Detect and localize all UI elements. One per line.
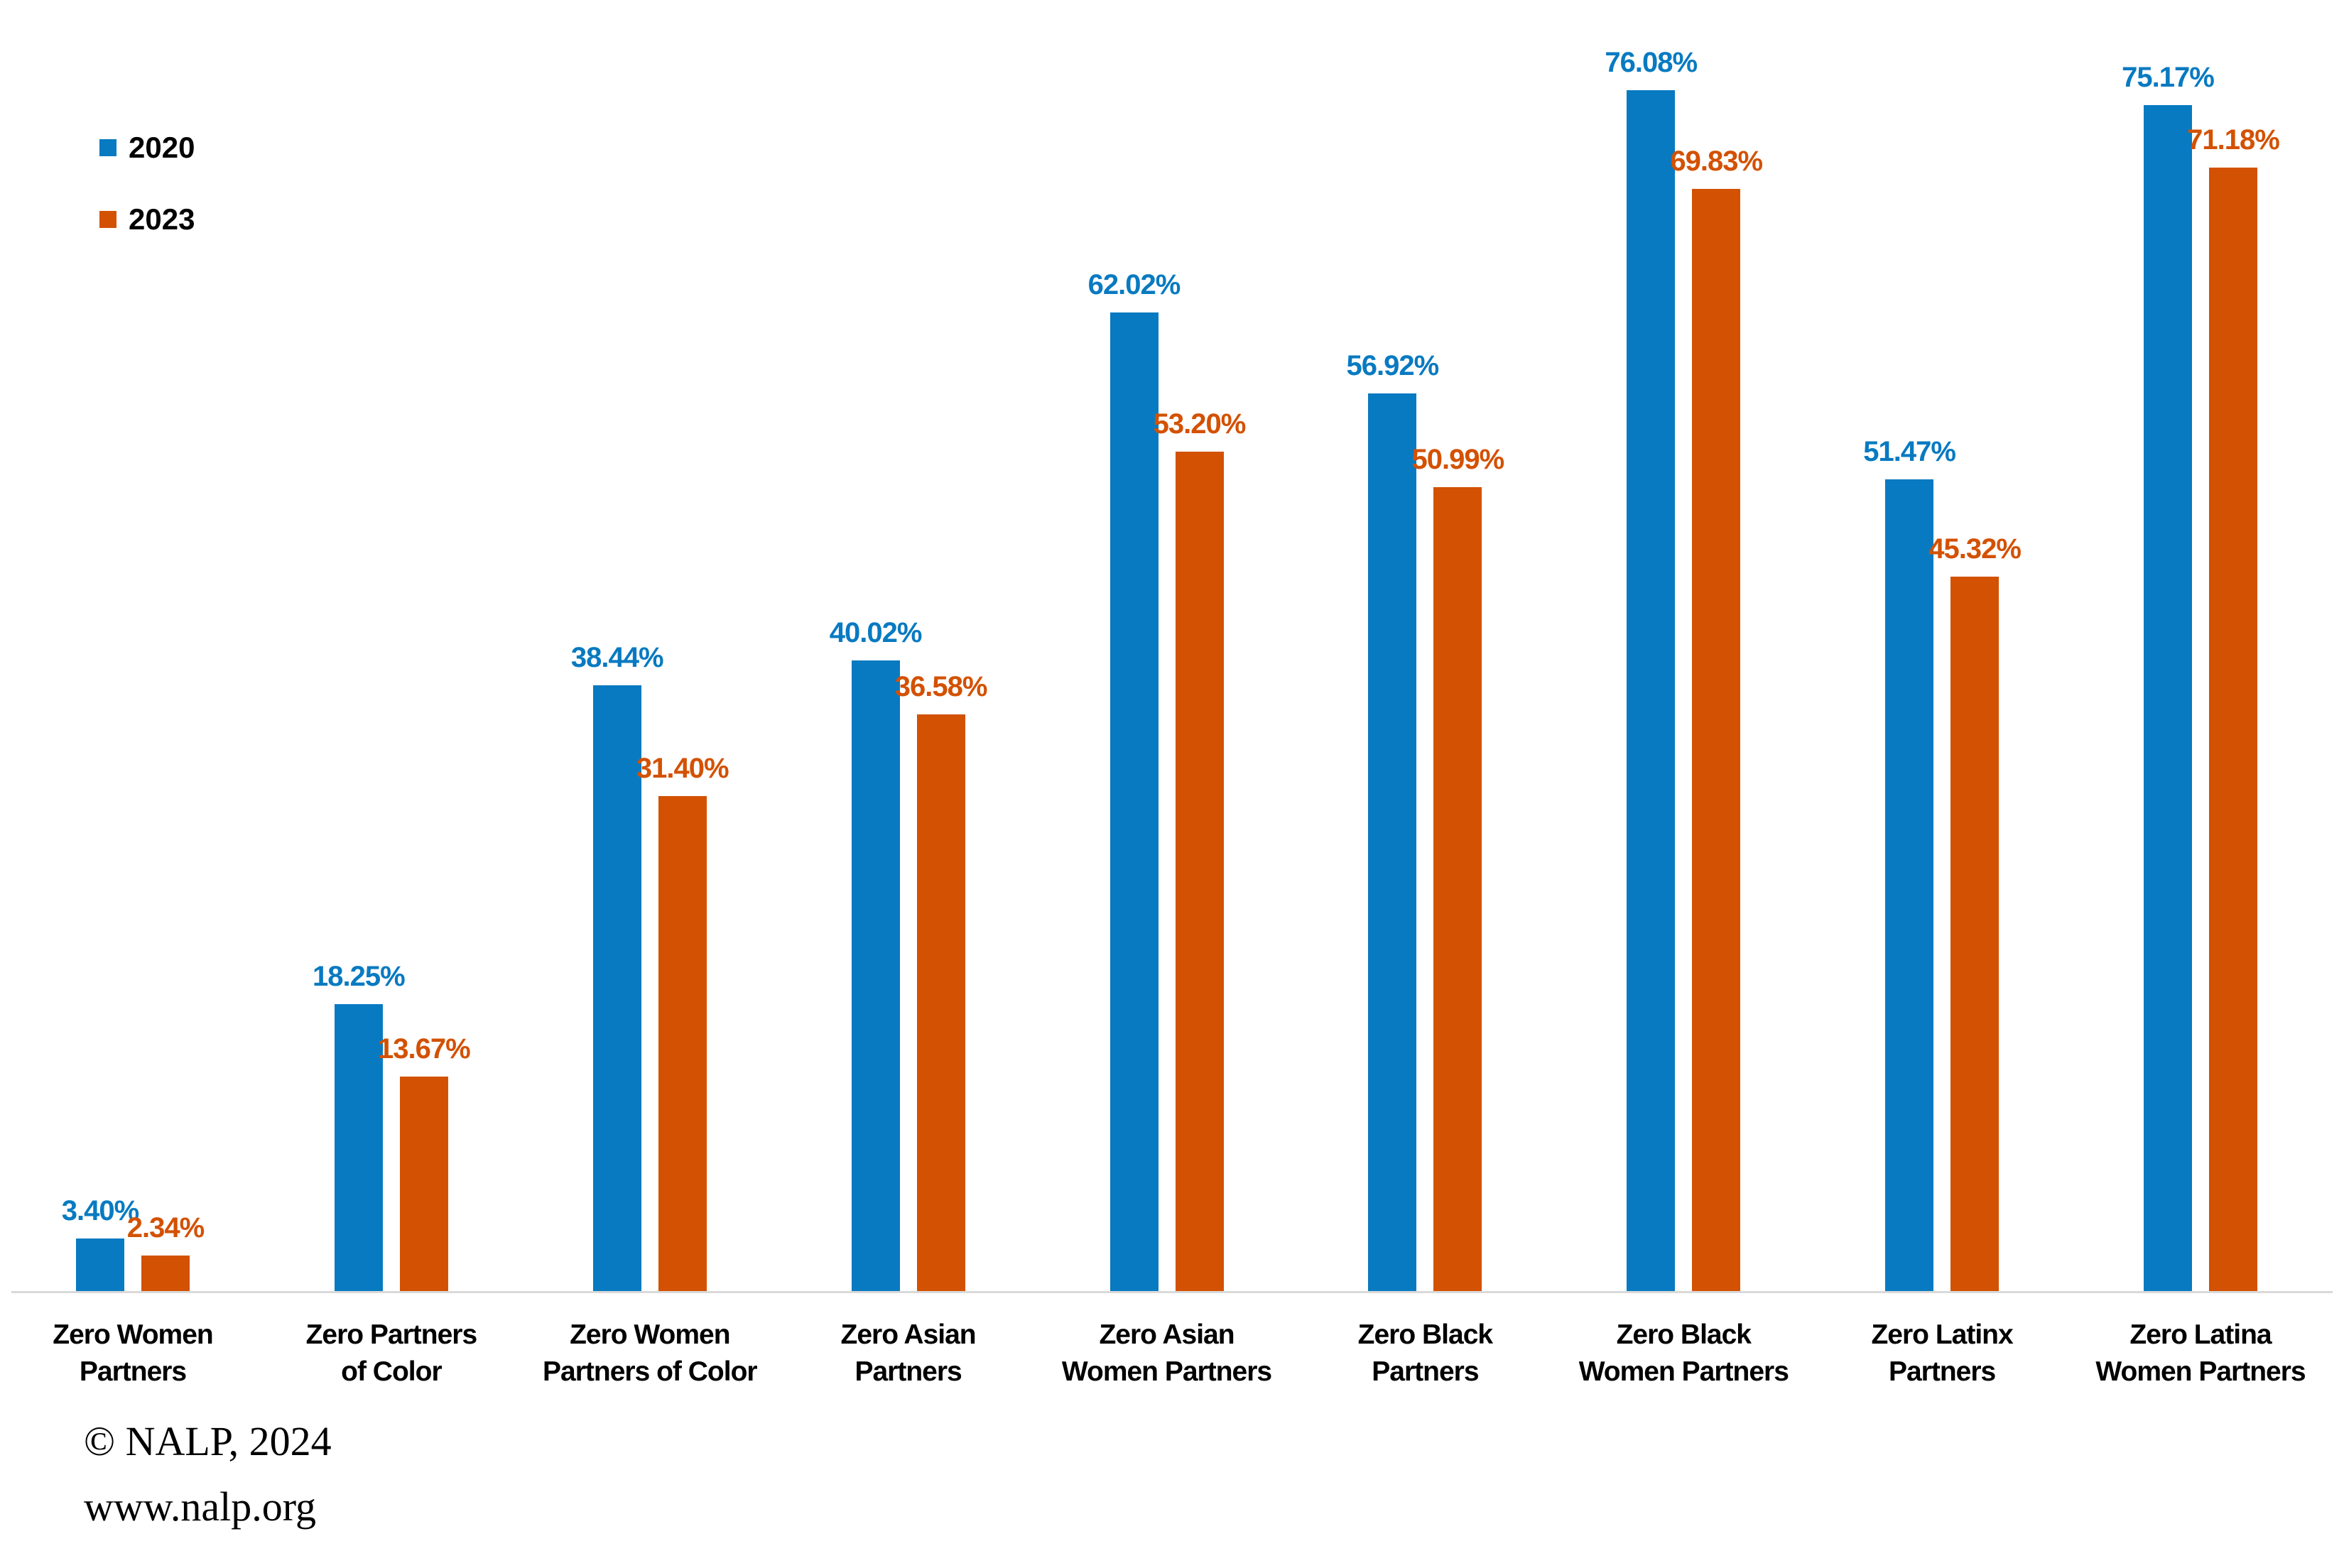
bar-2020: [334, 1003, 383, 1292]
bar-wrap-2020: 51.47%: [1863, 85, 1956, 1292]
bar-wrap-2020: 76.08%: [1605, 47, 1698, 1292]
bar-2020: [76, 1238, 124, 1292]
legend-item-2023: 2023: [99, 204, 195, 235]
bar-2023: [658, 796, 707, 1292]
value-label-2023: 45.32%: [1928, 533, 2022, 565]
value-label-2020: 40.02%: [829, 616, 923, 648]
bars-row: 3.40% 2.34% 18.25% 13.67% 38.44% 31.40% …: [62, 47, 2280, 1292]
bar-wrap-2020: 38.44%: [571, 85, 664, 1292]
value-label-2020: 3.40%: [61, 1195, 139, 1227]
value-label-2023: 36.58%: [894, 671, 988, 703]
category-label: Zero Latinx Partners: [1871, 1319, 2013, 1387]
legend-swatch-2023: [99, 211, 116, 228]
bar-wrap-2023: 36.58%: [895, 85, 987, 1292]
category-label: Zero Black Women Partners: [1578, 1319, 1789, 1387]
bar-2023: [1692, 189, 1741, 1292]
legend-label-2020: 2020: [129, 131, 195, 164]
value-label-2020: 38.44%: [570, 641, 664, 673]
bar-2023: [141, 1255, 190, 1292]
website-text: www.nalp.org: [84, 1483, 317, 1530]
bar-2020: [1627, 90, 1676, 1292]
legend-label-2023: 2023: [129, 202, 195, 236]
bar-2020: [851, 660, 900, 1292]
bar-wrap-2020: 18.25%: [313, 85, 406, 1292]
legend-item-2020: 2020: [99, 132, 195, 163]
bar-group: 56.92% 50.99%: [1347, 85, 1504, 1292]
bar-wrap-2020: 56.92%: [1347, 85, 1439, 1292]
bar-group: 3.40% 2.34%: [62, 85, 205, 1292]
bar-wrap-2023: 45.32%: [1928, 85, 2022, 1292]
bar-2023: [2209, 168, 2257, 1292]
bar-group: 51.47% 45.32%: [1863, 85, 2022, 1292]
value-label-2020: 56.92%: [1346, 349, 1440, 381]
category-label: Zero Women Partners of Color: [543, 1319, 758, 1387]
bar-wrap-2020: 75.17%: [2122, 62, 2215, 1292]
category-label: Zero Black Partners: [1357, 1319, 1493, 1387]
bar-2023: [399, 1076, 448, 1292]
bar-2023: [1433, 486, 1482, 1292]
x-axis-line: [11, 1291, 2333, 1293]
copyright-text: © NALP, 2024: [84, 1418, 332, 1464]
bar-wrap-2023: 69.83%: [1670, 85, 1763, 1292]
value-label-2020: 62.02%: [1087, 269, 1181, 301]
category-label: Zero Women Partners: [53, 1319, 213, 1387]
bar-2020: [1368, 393, 1417, 1292]
category-label: Zero Asian Women Partners: [1061, 1319, 1272, 1387]
value-label-2020: 51.47%: [1863, 435, 1956, 467]
value-label-2020: 18.25%: [313, 960, 406, 992]
bar-group: 75.17% 71.18%: [2122, 62, 2280, 1292]
category-label: Zero Asian Partners: [840, 1319, 977, 1387]
value-label-2020: 76.08%: [1605, 47, 1698, 79]
category-label: Zero Partners of Color: [305, 1319, 478, 1387]
bar-group: 38.44% 31.40%: [571, 85, 729, 1292]
legend: 2020 2023: [99, 132, 195, 235]
bar-2020: [1885, 479, 1934, 1292]
bar-2020: [1109, 312, 1159, 1292]
bar-2020: [592, 685, 641, 1292]
category-label: Zero Latina Women Partners: [2095, 1319, 2306, 1387]
bar-wrap-2023: 13.67%: [378, 85, 471, 1292]
bar-wrap-2020: 62.02%: [1088, 85, 1181, 1292]
bar-2023: [916, 714, 965, 1292]
bar-wrap-2023: 31.40%: [636, 85, 729, 1292]
value-label-2023: 50.99%: [1411, 443, 1505, 475]
bar-2023: [1175, 452, 1224, 1292]
value-label-2023: 69.83%: [1670, 146, 1763, 178]
bar-group: 76.08% 69.83%: [1605, 47, 1763, 1292]
bar-wrap-2023: 71.18%: [2187, 85, 2280, 1292]
value-label-2023: 31.40%: [636, 753, 729, 785]
value-label-2023: 53.20%: [1153, 408, 1247, 440]
value-label-2023: 2.34%: [126, 1212, 205, 1243]
value-label-2023: 71.18%: [2187, 124, 2280, 156]
bar-wrap-2020: 40.02%: [830, 85, 922, 1292]
bar-group: 40.02% 36.58%: [830, 85, 987, 1292]
bar-group: 18.25% 13.67%: [313, 85, 471, 1292]
bar-wrap-2023: 2.34%: [127, 85, 205, 1292]
bar-2020: [2144, 104, 2192, 1292]
value-label-2020: 75.17%: [2122, 61, 2215, 93]
bar-wrap-2023: 50.99%: [1412, 85, 1504, 1292]
value-label-2023: 13.67%: [378, 1033, 471, 1065]
footer: © NALP, 2024 www.nalp.org: [84, 1409, 332, 1540]
bar-wrap-2020: 3.40%: [62, 85, 139, 1292]
bar-2023: [1950, 576, 2000, 1292]
bar-wrap-2023: 53.20%: [1154, 85, 1246, 1292]
legend-swatch-2020: [99, 139, 116, 156]
bar-group: 62.02% 53.20%: [1088, 85, 1246, 1292]
